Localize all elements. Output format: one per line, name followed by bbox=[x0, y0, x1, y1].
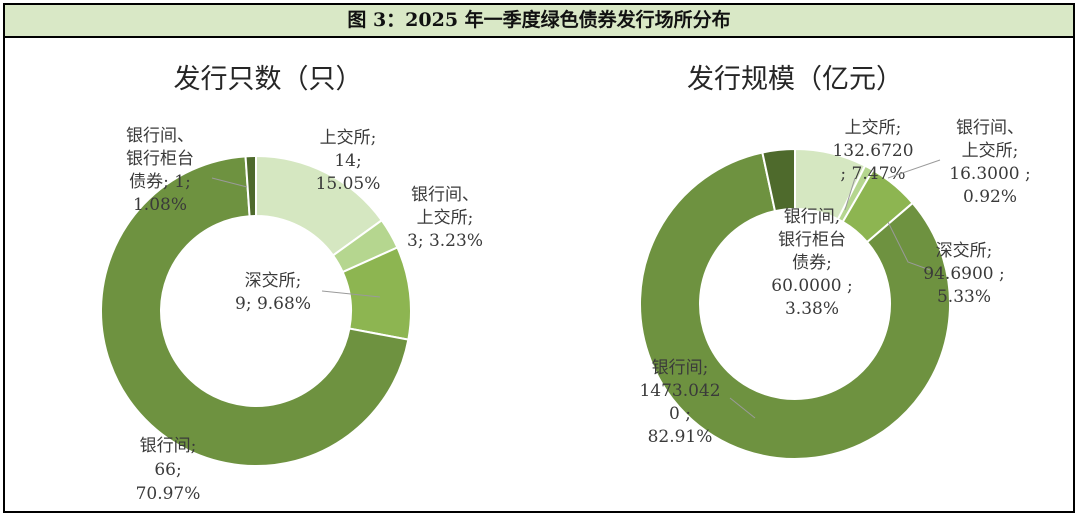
data-labels: 上交所; 132.6720; 7.47%银行间、上交所; 16.3000 ; 0.92… bbox=[639, 118, 1030, 447]
data-label: 银行间, 银行柜台债券; 60.0000 ; 3.38% bbox=[771, 207, 852, 319]
data-label: 银行间; 66; 70.97% bbox=[136, 436, 201, 504]
label-leader-line bbox=[321, 290, 381, 298]
data-label-line: 1.08% bbox=[133, 195, 187, 215]
data-label-line: 银行间、 bbox=[411, 185, 479, 205]
data-label-line: 银行间, bbox=[784, 207, 840, 227]
doughnut-slice bbox=[639, 151, 951, 460]
doughnut-slice bbox=[761, 147, 796, 213]
label-leader-line bbox=[887, 221, 931, 271]
data-label-line: 0 ; bbox=[669, 404, 691, 424]
data-label-line: 70.97% bbox=[136, 484, 201, 504]
data-label-line: 0.92% bbox=[963, 187, 1017, 207]
data-label-line: 9; 9.68% bbox=[235, 294, 311, 314]
data-label-line: 66; bbox=[154, 460, 181, 480]
doughnut-slice bbox=[100, 155, 410, 467]
chart-title: 发行规模（亿元） bbox=[687, 64, 903, 95]
data-label-line: 银行柜台 bbox=[778, 230, 846, 250]
data-label-line: 3.38% bbox=[785, 299, 839, 319]
data-label-line: 14; bbox=[334, 151, 361, 171]
data-label-line: 银行间、 bbox=[956, 118, 1024, 138]
data-label-line: 82.91% bbox=[648, 427, 713, 447]
data-label: 上交所; 14; 15.05% bbox=[316, 128, 381, 194]
data-label-line: 15.05% bbox=[316, 174, 381, 194]
data-label-line: 上交所; bbox=[417, 208, 474, 228]
data-label: 银行间、上交所; 16.3000 ; 0.92% bbox=[949, 118, 1030, 207]
data-label-line: 132.6720 bbox=[832, 141, 913, 161]
data-label: 上交所; 132.6720 ; 7.47% bbox=[832, 118, 913, 184]
chart-title: 发行只数（只） bbox=[174, 64, 363, 95]
data-label: 深交所; 94.6900 ; 5.33% bbox=[923, 241, 1004, 307]
figure-title: 图 3：2025 年一季度绿色债券发行场所分布 bbox=[5, 5, 1073, 38]
data-label-line: 债券; 1; bbox=[129, 172, 191, 192]
chart-issuance-scale: 发行规模（亿元） 上交所; 132.6720; 7.47%银行间、上交所; 16.3… bbox=[639, 64, 1031, 460]
data-label-line: 深交所; bbox=[936, 241, 993, 261]
doughnut-slices bbox=[100, 154, 412, 467]
data-label-line: 16.3000 ; bbox=[949, 164, 1030, 184]
doughnut-slice bbox=[244, 154, 257, 218]
data-label: 深交所; 9; 9.68% bbox=[235, 271, 311, 314]
data-label-line: 1473.042 bbox=[639, 381, 720, 401]
data-label-line: 深交所; bbox=[245, 271, 302, 291]
chart-issuance-count: 发行只数（只） 上交所; 14; 15.05%银行间、上交所; 3; 3.23%深交所… bbox=[100, 64, 483, 504]
data-label: 银行间、上交所; 3; 3.23% bbox=[407, 185, 483, 251]
data-label-line: ; 7.47% bbox=[840, 164, 905, 184]
data-label-line: 3; 3.23% bbox=[407, 231, 483, 251]
data-label-line: 5.33% bbox=[937, 287, 991, 307]
data-label-line: 94.6900 ; bbox=[923, 264, 1004, 284]
data-labels: 上交所; 14; 15.05%银行间、上交所; 3; 3.23%深交所; 9; 9.68… bbox=[126, 126, 483, 504]
data-label-line: 债券; bbox=[792, 253, 832, 273]
data-label: 银行间、银行柜台债券; 1; 1.08% bbox=[126, 126, 194, 215]
data-label-line: 60.0000 ; bbox=[771, 276, 852, 296]
data-label-line: 银行柜台 bbox=[126, 149, 194, 169]
data-label-line: 银行间、 bbox=[126, 126, 194, 146]
data-label-line: 上交所; bbox=[845, 118, 902, 138]
doughnut-slices bbox=[639, 147, 951, 460]
data-label: 银行间; 1473.042 0 ; 82.91% bbox=[639, 358, 720, 447]
data-label-line: 银行间; bbox=[140, 436, 197, 456]
label-leader-line bbox=[211, 177, 248, 188]
label-leader-line bbox=[887, 159, 941, 179]
data-label-line: 上交所; bbox=[962, 141, 1019, 161]
data-label-line: 银行间; bbox=[652, 358, 709, 378]
label-leader-line bbox=[844, 177, 856, 211]
data-label-line: 上交所; bbox=[320, 128, 377, 148]
label-leader-line bbox=[729, 397, 756, 419]
